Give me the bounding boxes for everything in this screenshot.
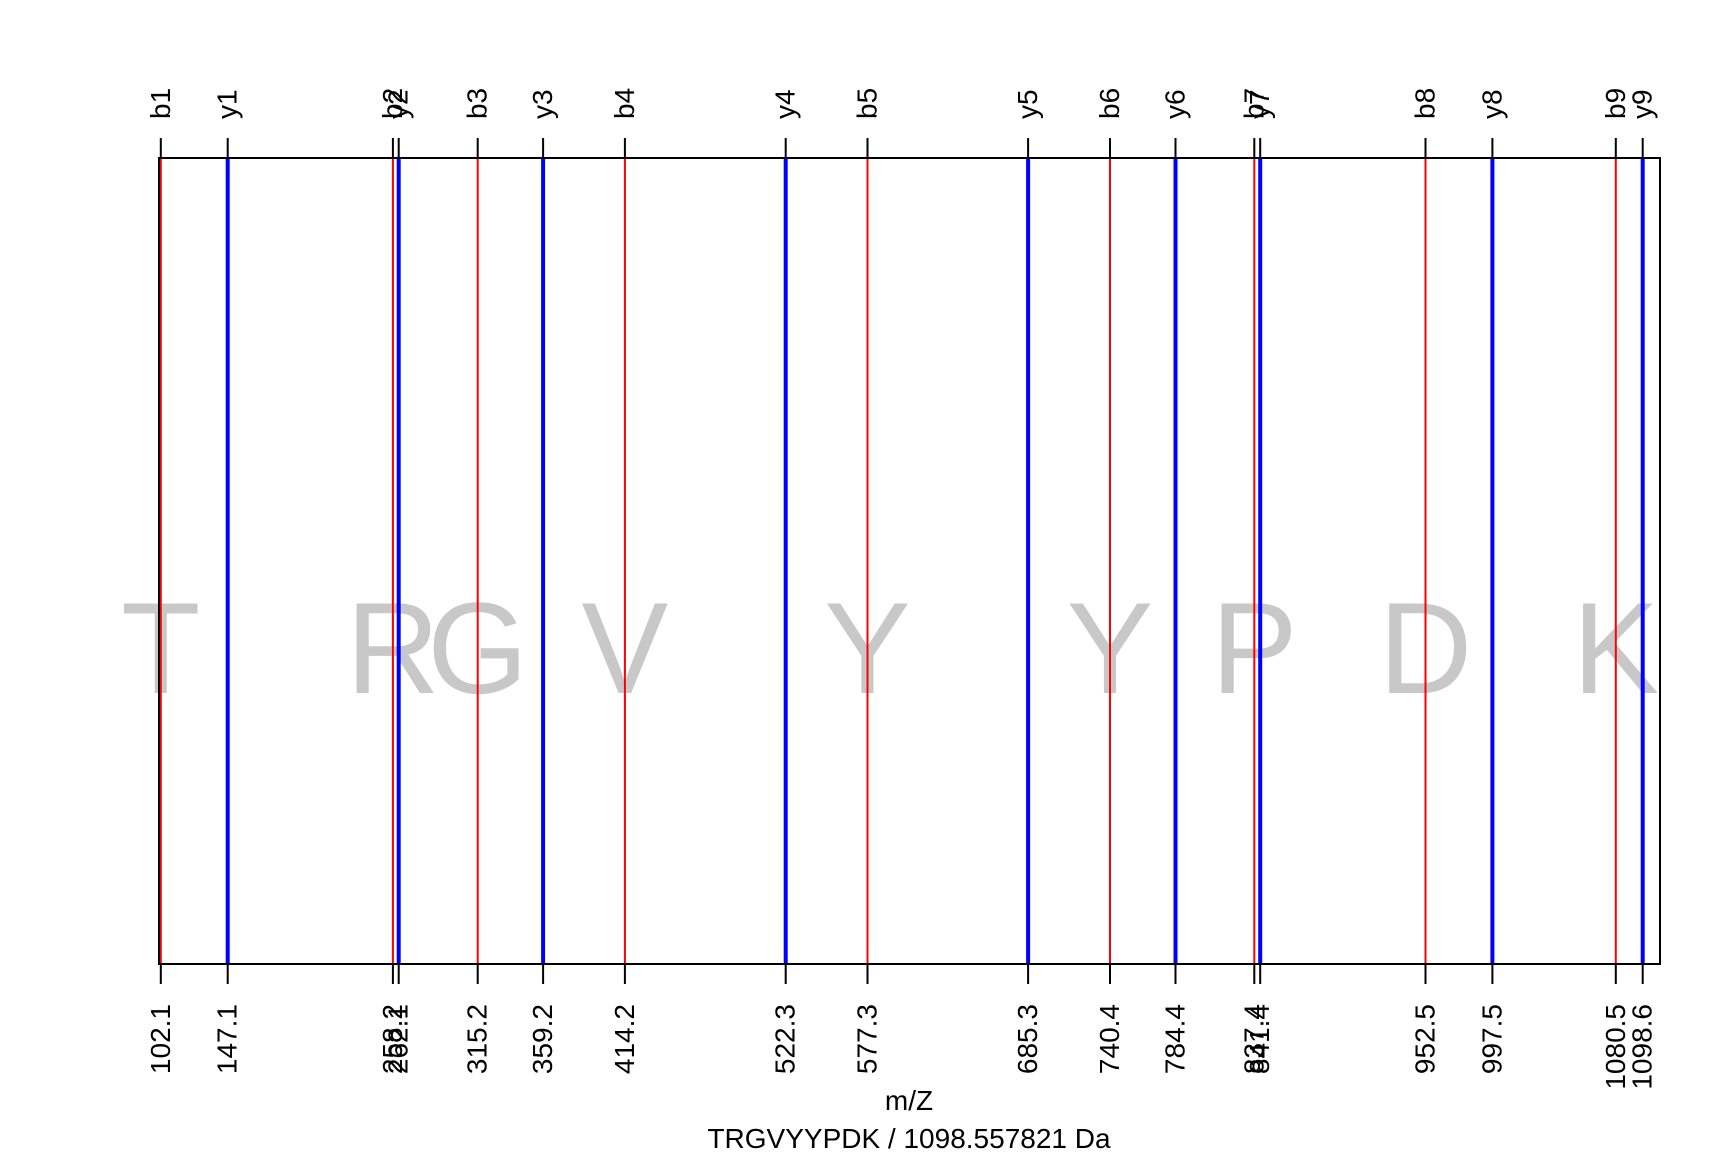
plot-frame (158, 157, 1661, 965)
bottom-axis: 102.1 258.2 315.2 414.2 577.3 740.4 837.4 952.5… (145, 964, 1658, 1090)
bottom-label-b8: 952.5 (1410, 1004, 1441, 1074)
bottom-label-y1: 147.1 (212, 1004, 243, 1074)
bottom-label-b3: 315.2 (462, 1004, 493, 1074)
bottom-label-b2: 258.2 (377, 1004, 408, 1074)
top-label-b7: b7 (1238, 88, 1269, 119)
bottom-label-b7: 837.4 (1238, 1004, 1269, 1074)
top-label-b6: b6 (1094, 88, 1125, 119)
bottom-label-b1: 102.1 (145, 1004, 176, 1074)
top-label-b5: b5 (852, 88, 883, 119)
top-label-b8: b8 (1410, 88, 1441, 119)
top-label-b3: b3 (462, 88, 493, 119)
top-label-y9: y9 (1627, 89, 1658, 119)
top-label-b2: b2 (377, 88, 408, 119)
top-label-y3: y3 (527, 89, 558, 119)
bottom-label-y5: 685.3 (1012, 1004, 1043, 1074)
bottom-label-b9: 1080.5 (1600, 1004, 1631, 1090)
top-label-y8: y8 (1476, 89, 1507, 119)
bottom-label-b4: 414.2 (609, 1004, 640, 1074)
bottom-label-y8: 997.5 (1476, 1004, 1507, 1074)
top-label-b4: b4 (609, 88, 640, 119)
bottom-label-b6: 740.4 (1094, 1004, 1125, 1074)
bottom-label-y9: 1098.6 (1627, 1004, 1658, 1090)
bottom-label-y3: 359.2 (527, 1004, 558, 1074)
top-label-b9: b9 (1600, 88, 1631, 119)
ion-lines (159, 158, 1645, 964)
top-label-y5: y5 (1012, 89, 1043, 119)
chart-title: TRGVYYPDK / 1098.557821 Da (707, 1123, 1111, 1152)
top-axis: b1 b2 b3 b4 b5 b6 b7 b8 b9 y1 y2 y3 y4 y5 y6 y7 y8 y9 (145, 88, 1658, 158)
residue-letters: TRGVYYPDK (121, 575, 1659, 721)
bottom-label-y7: 841.4 (1244, 1004, 1275, 1074)
bottom-label-y6: 784.4 (1160, 1004, 1191, 1074)
top-label-y1: y1 (212, 89, 243, 119)
top-label-y7: y7 (1244, 89, 1275, 119)
top-label-y4: y4 (770, 89, 801, 119)
bottom-label-y2: 262.1 (383, 1004, 414, 1074)
top-label-b1: b1 (145, 88, 176, 119)
x-axis-label: m/Z (885, 1085, 933, 1116)
bottom-label-b5: 577.3 (852, 1004, 883, 1074)
bottom-label-y4: 522.3 (770, 1004, 801, 1074)
top-label-y2: y2 (383, 89, 414, 119)
top-label-y6: y6 (1160, 89, 1191, 119)
